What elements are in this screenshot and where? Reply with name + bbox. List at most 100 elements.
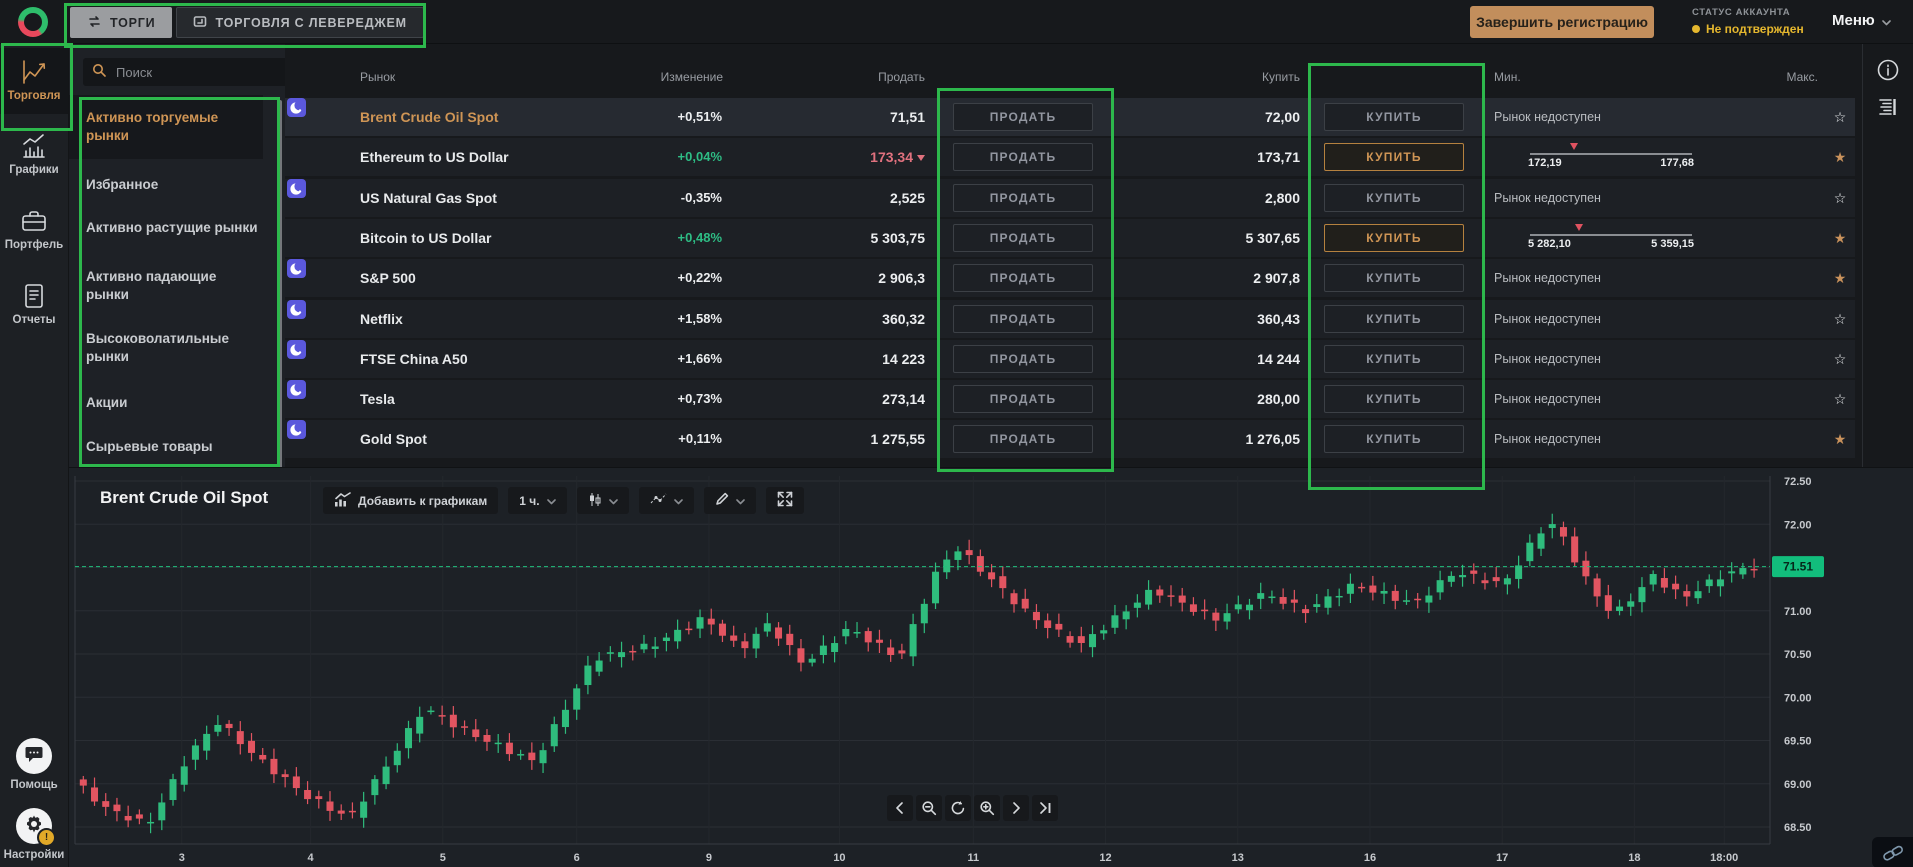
table-row[interactable]: Ethereum to US Dollar +0,04% 173,34 ПРОДАТЬ… — [285, 138, 1855, 176]
buy-button[interactable]: КУПИТЬ — [1324, 143, 1464, 171]
sell-price: 5 303,75 — [870, 230, 926, 246]
price-chart[interactable]: 72.50 72.00 71.00 70.50 70.00 69.50 69.00 68.50… — [0, 468, 1913, 867]
favorite-star-icon[interactable]: ★ — [1833, 270, 1847, 286]
category-item[interactable]: Активно растущие рынки — [86, 220, 258, 235]
candle-style-dropdown[interactable] — [576, 487, 629, 514]
sell-button[interactable]: ПРОДАТЬ — [953, 385, 1093, 413]
sell-button[interactable]: ПРОДАТЬ — [953, 425, 1093, 453]
add-to-charts-button[interactable]: Добавить к графикам — [323, 487, 499, 514]
change-percent: +0,22% — [677, 270, 722, 285]
sidebar-item-reports[interactable]: Отчеты — [0, 282, 68, 326]
table-row[interactable]: FTSE China A50 +1,66% 14 223 ПРОДАТЬ 14 244 К… — [285, 340, 1855, 378]
category-item[interactable]: Акции — [86, 395, 128, 410]
sell-button[interactable]: ПРОДАТЬ — [953, 103, 1093, 131]
info-icon[interactable] — [1876, 58, 1900, 87]
category-item[interactable]: Сырьевые товары — [86, 439, 213, 454]
jump-to-latest-button[interactable] — [1032, 795, 1058, 821]
zoom-in-button[interactable] — [974, 795, 1000, 821]
table-row[interactable]: Bitcoin to US Dollar +0,48% 5 303,75 ПРОДАТ… — [285, 219, 1855, 257]
account-status-label: СТАТУС АККАУНТА — [1692, 7, 1791, 18]
table-row[interactable]: S&P 500 +0,22% 2 906,3 ПРОДАТЬ 2 907,8 КУПИТЬ… — [285, 259, 1855, 297]
buy-price: 2 907,8 — [1253, 270, 1300, 286]
market-name: Gold Spot — [360, 431, 427, 447]
complete-registration-button[interactable]: Завершить регистрацию — [1470, 6, 1654, 38]
sell-button[interactable]: ПРОДАТЬ — [953, 184, 1093, 212]
table-row[interactable]: US Natural Gas Spot -0,35% 2,525 ПРОДАТЬ 2,8… — [285, 179, 1855, 217]
menu-button[interactable]: Меню — [1832, 11, 1891, 30]
table-row[interactable]: Brent Crude Oil Spot +0,51% 71,51 ПРОДАТЬ 72… — [285, 98, 1855, 136]
reset-zoom-button[interactable] — [945, 795, 971, 821]
change-percent: +1,58% — [677, 311, 722, 326]
top-tabs: ТОРГИ ТОРГОВЛЯ С ЛЕВЕРЕДЖЕМ — [70, 7, 424, 38]
sidebar-item-portfolio[interactable]: Портфель — [0, 207, 68, 251]
draw-tools-dropdown[interactable] — [703, 487, 756, 514]
link-icon[interactable] — [1872, 837, 1913, 867]
sell-button[interactable]: ПРОДАТЬ — [953, 143, 1093, 171]
sell-button[interactable]: ПРОДАТЬ — [953, 224, 1093, 252]
buy-button[interactable]: КУПИТЬ — [1324, 264, 1464, 292]
buy-button[interactable]: КУПИТЬ — [1324, 425, 1464, 453]
market-name: FTSE China A50 — [360, 351, 468, 367]
change-percent: +0,11% — [678, 431, 722, 446]
favorite-star-icon[interactable]: ★ — [1833, 230, 1847, 246]
sidebar-item-label: Помощь — [10, 779, 58, 791]
table-row[interactable]: Netflix +1,58% 360,32 ПРОДАТЬ 360,43 КУПИТЬ Ры… — [285, 300, 1855, 338]
buy-price: 2,800 — [1264, 190, 1300, 206]
favorite-star-icon[interactable]: ☆ — [1833, 109, 1847, 125]
tab-leverage-trading[interactable]: ТОРГОВЛЯ С ЛЕВЕРЕДЖЕМ — [176, 7, 424, 38]
search-box[interactable] — [83, 58, 291, 86]
overnight-moon-icon — [287, 380, 306, 399]
sidebar-item-settings[interactable]: ! Настройки — [0, 808, 68, 861]
sell-button[interactable]: ПРОДАТЬ — [953, 345, 1093, 373]
buy-price: 14 244 — [1257, 351, 1300, 367]
search-input[interactable] — [114, 63, 282, 81]
svg-text:72.50: 72.50 — [1784, 476, 1812, 488]
app-logo-icon[interactable] — [18, 7, 48, 37]
range-min: 5 282,10 — [1528, 238, 1571, 250]
category-item[interactable]: Высоковолатильные рынки — [86, 331, 229, 364]
divider — [1862, 43, 1863, 467]
change-percent: +0,73% — [677, 391, 722, 406]
change-percent: +0,48% — [677, 230, 722, 245]
news-feed-icon[interactable] — [1878, 96, 1898, 123]
category-item[interactable]: Избранное — [86, 177, 159, 192]
category-item[interactable]: Активно торгуемые рынки — [68, 95, 263, 159]
sell-price: 273,14 — [882, 391, 925, 407]
table-row[interactable]: Gold Spot +0,11% 1 275,55 ПРОДАТЬ 1 276,05 КУ… — [285, 420, 1855, 458]
favorite-star-icon[interactable]: ☆ — [1833, 391, 1847, 407]
sidebar-item-help[interactable]: Помощь — [0, 738, 68, 791]
favorite-star-icon[interactable]: ☆ — [1833, 190, 1847, 206]
sell-price: 71,51 — [889, 109, 925, 125]
market-name: Netflix — [360, 311, 403, 327]
pan-right-button[interactable] — [1003, 795, 1029, 821]
buy-button[interactable]: КУПИТЬ — [1324, 385, 1464, 413]
sidebar-item-trade[interactable]: Торговля — [0, 48, 68, 114]
sell-button[interactable]: ПРОДАТЬ — [953, 305, 1093, 333]
zoom-out-button[interactable] — [916, 795, 942, 821]
timeframe-dropdown[interactable]: 1 ч. — [508, 487, 567, 514]
trade-icon — [20, 58, 48, 86]
favorite-star-icon[interactable]: ★ — [1833, 431, 1847, 447]
chart-type-dropdown[interactable] — [638, 487, 694, 514]
fullscreen-button[interactable] — [765, 487, 804, 514]
buy-button[interactable]: КУПИТЬ — [1324, 224, 1464, 252]
market-table-header: Рынок Изменение Продать Купить Мин. Макс… — [0, 43, 1913, 90]
buy-button[interactable]: КУПИТЬ — [1324, 305, 1464, 333]
sell-button[interactable]: ПРОДАТЬ — [953, 264, 1093, 292]
favorite-star-icon[interactable]: ☆ — [1833, 351, 1847, 367]
favorite-star-icon[interactable]: ☆ — [1833, 311, 1847, 327]
market-name: Ethereum to US Dollar — [360, 149, 509, 165]
pan-left-button[interactable] — [887, 795, 913, 821]
table-row[interactable]: Tesla +0,73% 273,14 ПРОДАТЬ 280,00 КУПИТЬ Рыно… — [285, 380, 1855, 418]
favorite-star-icon[interactable]: ★ — [1833, 149, 1847, 165]
category-item[interactable]: Активно падающие рынки — [86, 269, 217, 302]
tab-trades[interactable]: ТОРГИ — [70, 7, 173, 38]
market-unavailable-label: Рынок недоступен — [1494, 110, 1601, 124]
line-chart-icon — [650, 493, 667, 509]
watchlist-scrollbar[interactable] — [278, 100, 282, 498]
buy-button[interactable]: КУПИТЬ — [1324, 103, 1464, 131]
buy-button[interactable]: КУПИТЬ — [1324, 184, 1464, 212]
svg-text:3: 3 — [179, 852, 185, 864]
buy-button[interactable]: КУПИТЬ — [1324, 345, 1464, 373]
sidebar-item-charts[interactable]: Графики — [0, 132, 68, 176]
